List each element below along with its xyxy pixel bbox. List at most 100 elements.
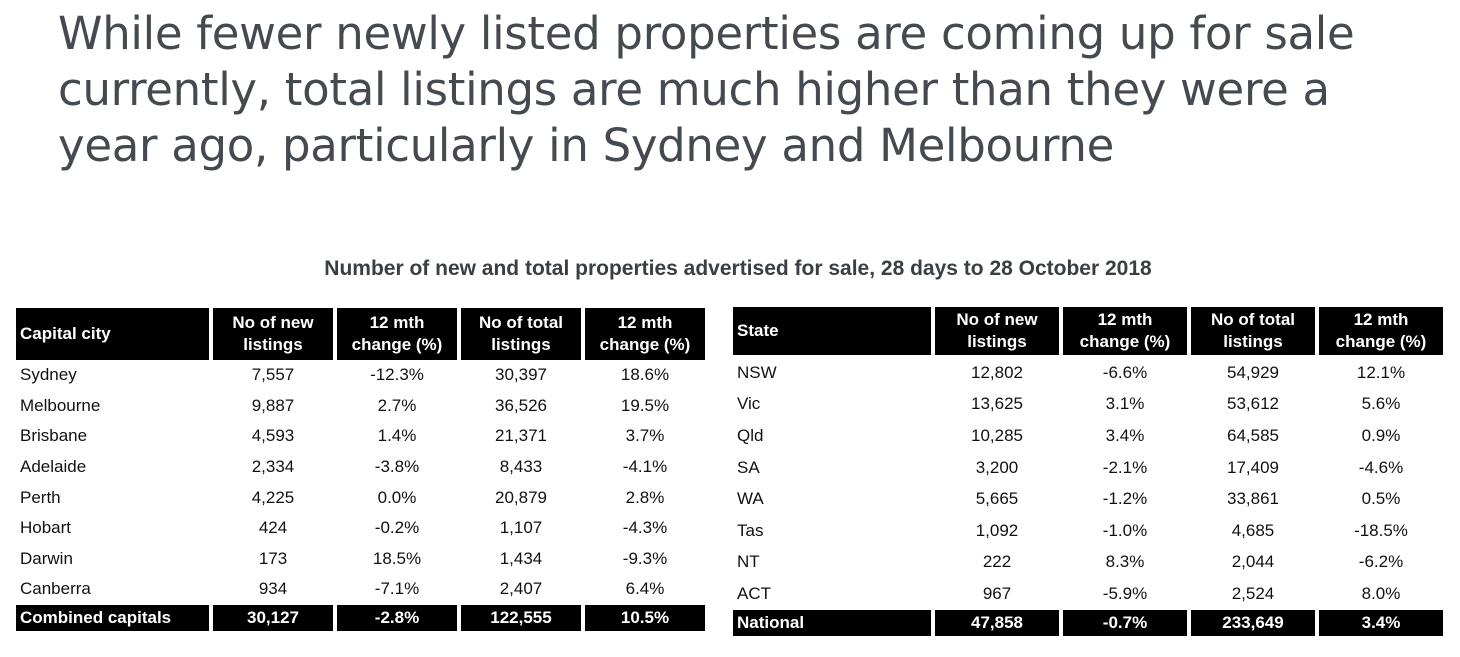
headline-line: While fewer newly listed properties are … <box>58 7 1355 60</box>
row-label: ACT <box>737 583 771 603</box>
cell-value: -3.8% <box>374 457 420 477</box>
row-label: Adelaide <box>20 457 87 477</box>
row-label: WA <box>737 489 764 509</box>
cell-value: 18.6% <box>620 365 670 385</box>
cell-value: 934 <box>258 579 288 599</box>
total-label: National <box>733 609 931 636</box>
cell-value: 2.7% <box>377 395 417 415</box>
cell-value: 1,434 <box>499 548 543 568</box>
table-row: Adelaide 2,334 -3.8% 8,433 -4.1% <box>16 452 705 483</box>
cell-value: 5.6% <box>1361 394 1401 414</box>
cell-value: 8,433 <box>499 457 543 477</box>
cell-value: 2,407 <box>499 579 543 599</box>
cell-value: 7,557 <box>251 365 295 385</box>
row-label: SA <box>737 457 760 477</box>
cell-value: -18.5% <box>1354 520 1408 540</box>
cell-value: 36,526 <box>495 395 547 415</box>
cell-value: -6.6% <box>1102 362 1148 382</box>
cell-value: 1,092 <box>975 520 1019 540</box>
total-value: -2.8% <box>337 604 457 631</box>
column-header: No of new listings <box>935 307 1059 355</box>
cell-value: 0.9% <box>1361 425 1401 445</box>
table-row: SA 3,200 -2.1% 17,409 -4.6% <box>733 452 1443 484</box>
header-row: Capital city No of new listings 12 mth cha… <box>16 308 705 360</box>
table-row: Melbourne 9,887 2.7% 36,526 19.5% <box>16 391 705 422</box>
total-label: Combined capitals <box>16 604 209 631</box>
table-row: NT 222 8.3% 2,044 -6.2% <box>733 547 1443 579</box>
cell-value: 17,409 <box>1227 457 1279 477</box>
cell-value: 21,371 <box>495 426 547 446</box>
row-label: Tas <box>737 520 764 540</box>
cell-value: 2,044 <box>1231 552 1275 572</box>
cell-value: 20,879 <box>495 487 547 507</box>
table-row: Hobart 424 -0.2% 1,107 -4.3% <box>16 513 705 544</box>
total-value: 122,555 <box>461 604 581 631</box>
cell-value: 0.5% <box>1361 489 1401 509</box>
total-row: National 47,858 -0.7% 233,649 3.4% <box>733 609 1443 636</box>
column-header: No of new listings <box>213 308 333 360</box>
cell-value: -12.3% <box>370 365 424 385</box>
column-header: State <box>733 307 931 355</box>
table-row: ACT 967 -5.9% 2,524 8.0% <box>733 578 1443 610</box>
row-label: Darwin <box>20 548 73 568</box>
cell-value: 3,200 <box>975 457 1019 477</box>
cell-value: 6.4% <box>625 579 665 599</box>
cell-value: 30,397 <box>495 365 547 385</box>
capital-cities-table: Capital city No of new listings 12 mth cha… <box>12 308 709 631</box>
cell-value: -4.3% <box>622 518 668 538</box>
cell-value: 12.1% <box>1356 362 1406 382</box>
row-label: Sydney <box>20 365 77 385</box>
cell-value: 4,225 <box>251 487 295 507</box>
table-row: Qld 10,285 3.4% 64,585 0.9% <box>733 420 1443 452</box>
cell-value: 10,285 <box>971 425 1023 445</box>
total-value: 3.4% <box>1319 609 1443 636</box>
headline-line: currently, total listings are much highe… <box>58 63 1330 116</box>
cell-value: 2.8% <box>625 487 665 507</box>
cell-value: 173 <box>258 548 288 568</box>
table-row: Perth 4,225 0.0% 20,879 2.8% <box>16 482 705 513</box>
row-label: Vic <box>737 394 761 414</box>
column-header: 12 mth change (%) <box>1063 307 1187 355</box>
cell-value: -1.2% <box>1102 489 1148 509</box>
cell-value: -4.6% <box>1358 457 1404 477</box>
cell-value: -5.9% <box>1102 583 1148 603</box>
cell-value: 222 <box>982 552 1012 572</box>
table-row: Brisbane 4,593 1.4% 21,371 3.7% <box>16 421 705 452</box>
column-header: No of total listings <box>461 308 581 360</box>
total-value: -0.7% <box>1063 609 1187 636</box>
cell-value: 3.4% <box>1105 425 1145 445</box>
cell-value: 53,612 <box>1227 394 1279 414</box>
column-header: No of total listings <box>1191 307 1315 355</box>
cell-value: -4.1% <box>622 457 668 477</box>
cell-value: 8.0% <box>1361 583 1401 603</box>
total-row: Combined capitals 30,127 -2.8% 122,555 10.5% <box>16 604 705 631</box>
cell-value: 2,334 <box>251 457 295 477</box>
header-row: State No of new listings 12 mth change (%)… <box>733 307 1443 355</box>
table-row: Sydney 7,557 -12.3% 30,397 18.6% <box>16 360 705 391</box>
cell-value: -6.2% <box>1358 552 1404 572</box>
column-header: 12 mth change (%) <box>1319 307 1443 355</box>
states-table: State No of new listings 12 mth change (%)… <box>729 307 1447 636</box>
table-row: WA 5,665 -1.2% 33,861 0.5% <box>733 483 1443 515</box>
cell-value: 4,593 <box>251 426 295 446</box>
table-row: Darwin 173 18.5% 1,434 -9.3% <box>16 544 705 575</box>
cell-value: 4,685 <box>1231 520 1275 540</box>
cell-value: 1,107 <box>499 518 543 538</box>
cell-value: 3.1% <box>1105 394 1145 414</box>
cell-value: -1.0% <box>1102 520 1148 540</box>
table-subtitle: Number of new and total properties adver… <box>324 257 1152 280</box>
cell-value: 2,524 <box>1231 583 1275 603</box>
row-label: NT <box>737 552 760 572</box>
headline-line: year ago, particularly in Sydney and Mel… <box>58 119 1114 172</box>
total-value: 47,858 <box>935 609 1059 636</box>
cell-value: 5,665 <box>975 489 1019 509</box>
column-header: 12 mth change (%) <box>585 308 705 360</box>
column-header: Capital city <box>16 308 209 360</box>
row-label: Hobart <box>20 518 72 538</box>
table-row: Canberra 934 -7.1% 2,407 6.4% <box>16 574 705 605</box>
row-label: Melbourne <box>20 395 101 415</box>
row-label: Brisbane <box>20 426 88 446</box>
cell-value: 12,802 <box>971 362 1023 382</box>
row-label: Perth <box>20 487 61 507</box>
table-row: NSW 12,802 -6.6% 54,929 12.1% <box>733 355 1443 389</box>
